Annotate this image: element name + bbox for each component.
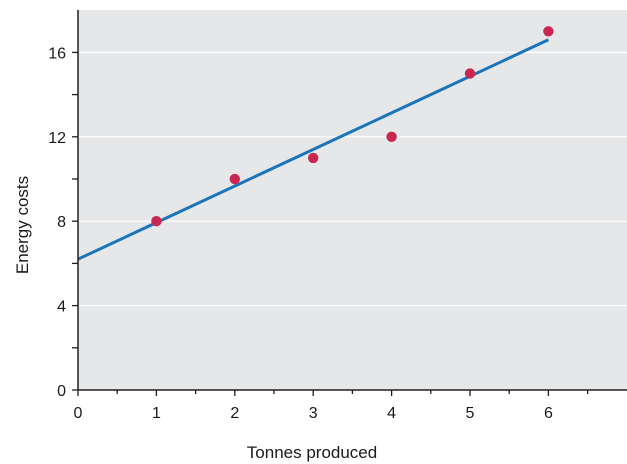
- y-tick-label-4: 4: [57, 299, 66, 316]
- y-tick-label-0: 0: [57, 383, 66, 400]
- x-tick-label-4: 4: [387, 405, 396, 422]
- axes: [72, 10, 627, 396]
- x-tick-label-2: 2: [230, 405, 239, 422]
- x-tick-label-1: 1: [152, 405, 161, 422]
- y-tick-label-16: 16: [48, 45, 66, 62]
- grid-lines: [78, 51, 627, 307]
- y-axis-label: Energy costs: [13, 176, 32, 274]
- plot-background: [78, 10, 627, 390]
- data-point-2: [229, 173, 240, 185]
- data-point-3: [308, 152, 319, 164]
- data-point-1: [151, 216, 162, 227]
- data-point-6: [543, 26, 554, 37]
- x-tick-label-3: 3: [309, 405, 318, 422]
- x-axis-label: Tonnes produced: [247, 443, 377, 462]
- x-tick-label-5: 5: [466, 405, 475, 422]
- data-point-4: [386, 131, 397, 142]
- data-point-5: [464, 68, 476, 79]
- x-tick-label-0: 0: [74, 405, 83, 422]
- data-points: [151, 26, 554, 227]
- x-tick-label-6: 6: [544, 405, 553, 422]
- y-tick-label-12: 12: [48, 130, 66, 147]
- y-tick-label-8: 8: [57, 214, 66, 231]
